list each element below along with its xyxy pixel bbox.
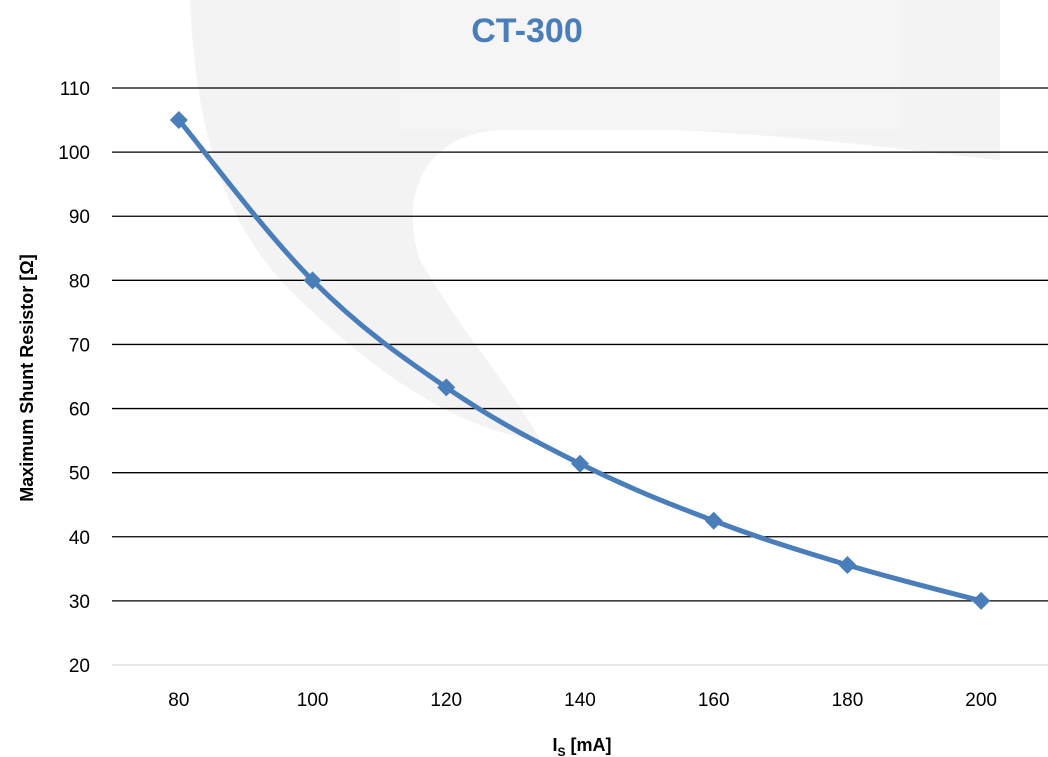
x-axis-label-unit: [mA] (566, 735, 612, 755)
grid-lines (112, 87, 1048, 666)
y-tick-110: 110 (60, 79, 90, 100)
chart-title: CT-300 (471, 12, 583, 50)
data-point-140 (571, 454, 589, 473)
x-axis-label-sub: S (558, 745, 566, 757)
x-tick-140: 140 (564, 690, 596, 711)
x-tick-180: 180 (832, 690, 864, 711)
y-tick-50: 50 (69, 464, 90, 485)
x-tick-160: 160 (698, 690, 730, 711)
data-point-80 (169, 111, 188, 130)
y-tick-100: 100 (58, 143, 90, 164)
x-tick-80: 80 (168, 690, 189, 711)
x-tick-100: 100 (297, 690, 329, 711)
y-tick-90: 90 (69, 207, 90, 228)
x-axis-label: IS [mA] (552, 735, 611, 757)
y-axis-label: Maximum Shunt Resistor [Ω] (17, 254, 37, 501)
y-tick-30: 30 (69, 592, 90, 613)
data-point-180 (838, 555, 857, 574)
y-tick-40: 40 (69, 528, 90, 549)
data-point-200 (972, 591, 991, 610)
series-1 (169, 111, 991, 610)
watermark-logo (190, 0, 1000, 440)
y-tick-60: 60 (69, 400, 90, 421)
x-tick-200: 200 (965, 690, 997, 711)
y-tick-70: 70 (69, 335, 90, 356)
y-tick-labels: 20 30 40 50 60 70 80 90 100 110 (58, 79, 90, 677)
x-axis-label-main: I (552, 735, 557, 755)
data-point-120 (437, 378, 456, 397)
data-point-100 (303, 271, 322, 290)
data-point-160 (704, 511, 723, 530)
y-tick-20: 20 (69, 656, 90, 677)
x-tick-labels: 80 100 120 140 160 180 200 (168, 690, 997, 711)
y-tick-80: 80 (69, 271, 90, 292)
x-tick-120: 120 (430, 690, 462, 711)
